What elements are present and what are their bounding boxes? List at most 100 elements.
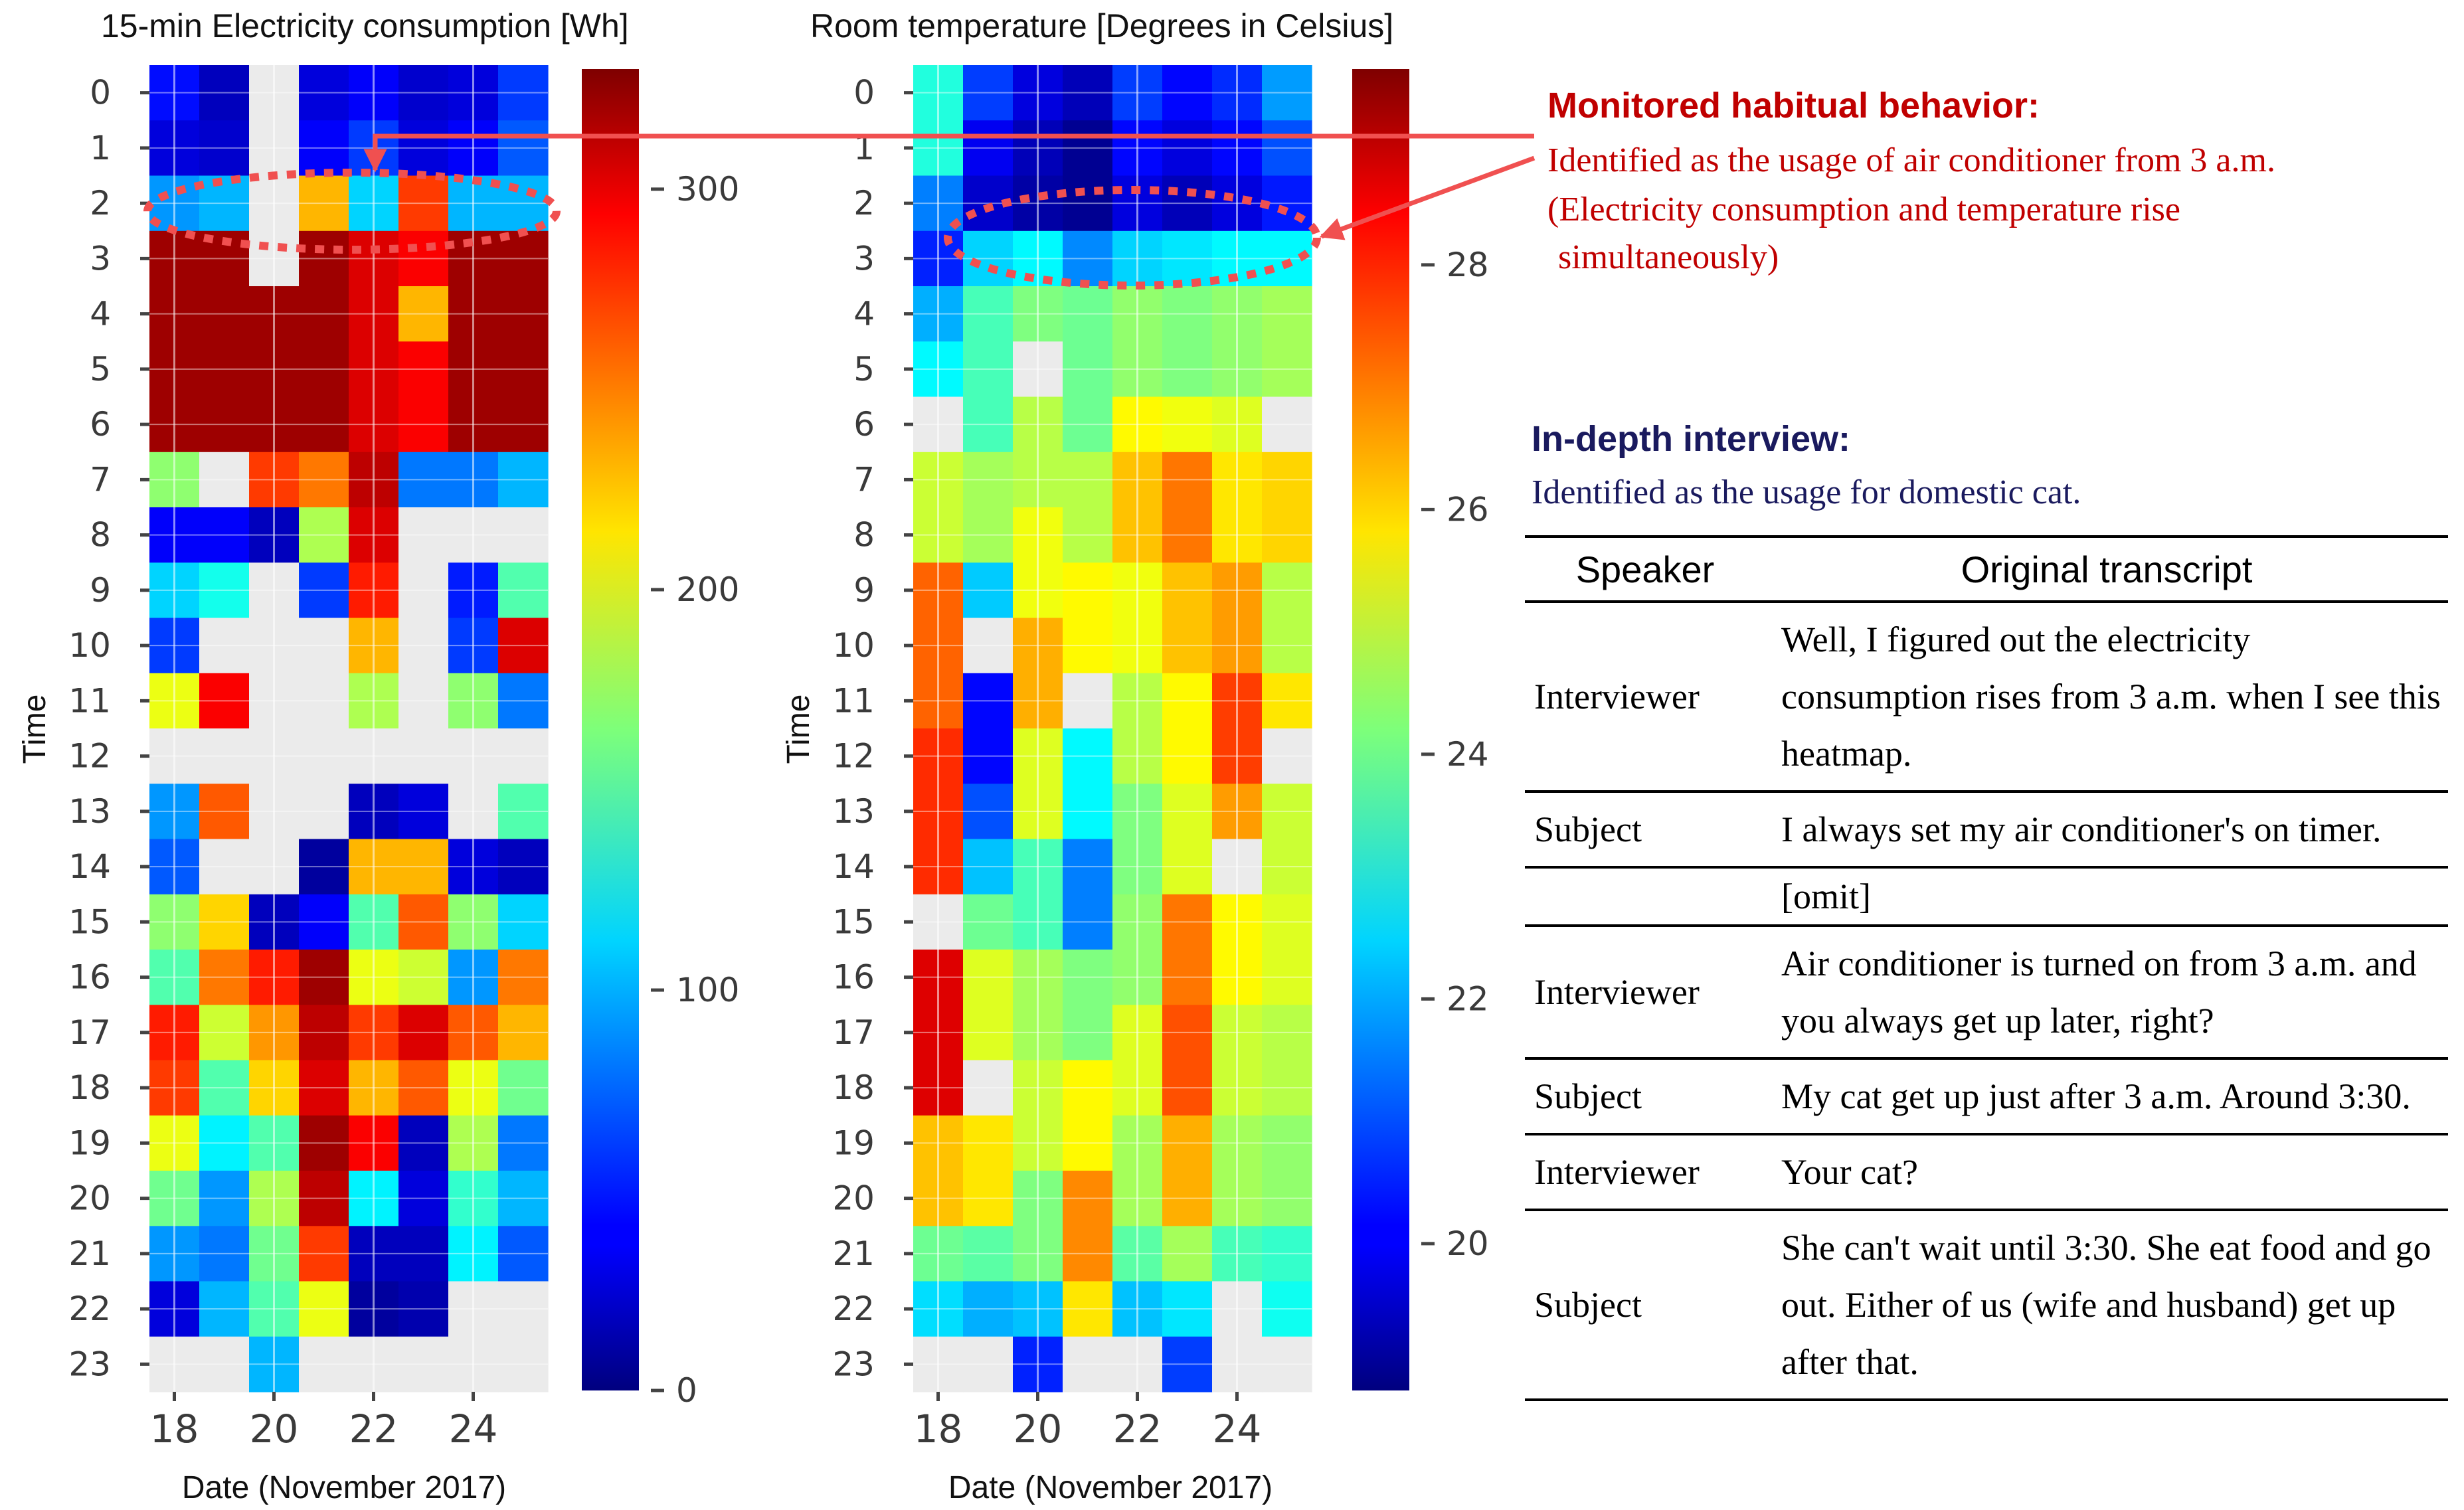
heatmap-cell: [1162, 175, 1213, 232]
y-tick-label: 5: [853, 350, 875, 388]
heatmap-cell: [963, 784, 1013, 840]
heatmap-cell: [398, 1115, 449, 1171]
y-tick-label: 18: [68, 1068, 111, 1107]
heatmap-cell: [199, 784, 250, 840]
heatmap-cell: [299, 1005, 349, 1061]
heatmap-cell: [1162, 286, 1213, 398]
y-tick-label: 7: [90, 460, 111, 499]
electricity-x-axis: 18 20 22 24: [150, 1392, 497, 1452]
heatmap-cell: [963, 1281, 1013, 1337]
heatmap-cell: [299, 507, 349, 563]
heatmap-cell: [398, 1171, 449, 1226]
colorbar-tick-label: 20: [1447, 1224, 1489, 1263]
heatmap-cell: [1162, 230, 1213, 287]
heatmap-cell: [199, 1336, 250, 1392]
heatmap-cell: [498, 1226, 549, 1282]
heatmap-cell: [398, 950, 449, 1005]
heatmap-cell: [963, 618, 1013, 674]
y-tick-label: 9: [90, 571, 111, 610]
y-tick-label: 2: [90, 184, 111, 222]
heatmap-cell: [398, 1060, 449, 1116]
heatmap-cell: [1262, 1281, 1312, 1337]
y-tick-label: 20: [68, 1179, 111, 1218]
heatmap-cell: [398, 562, 449, 619]
heatmap-cell: [1262, 1115, 1312, 1226]
heatmap-cell: [299, 950, 349, 1005]
heatmap-cell: [963, 1060, 1013, 1116]
heatmap-cell: [963, 286, 1013, 453]
y-tick-label: 19: [68, 1124, 111, 1162]
y-tick-label: 13: [832, 792, 875, 831]
heatmap-cell: [1262, 562, 1312, 674]
heatmap-cell: [498, 673, 549, 729]
y-tick-label: 11: [68, 681, 111, 720]
heatmap-cell: [1162, 65, 1213, 121]
heatmap-cell: [299, 1281, 349, 1337]
y-tick-label: 23: [68, 1345, 111, 1383]
heatmap-cell: [199, 562, 250, 619]
temperature-x-axis-label: Date (November 2017): [948, 1470, 1273, 1505]
arrow-to-temperature: [1319, 155, 1536, 240]
heatmap-cell: [1262, 1226, 1312, 1282]
heatmap-cell: [1262, 894, 1312, 1005]
heatmap-cell: [1063, 1060, 1113, 1171]
heatmap-cell: [963, 1336, 1013, 1392]
heatmap-cell: [299, 1115, 349, 1171]
heatmap-cell: [199, 839, 250, 895]
heatmap-cell: [1063, 1336, 1113, 1392]
heatmap-cell: [199, 1005, 250, 1061]
electricity-y-axis-label: Time: [17, 695, 52, 764]
heatmap-cell: [398, 1005, 449, 1061]
heatmap-cell: [498, 507, 549, 563]
x-tick-label: 20: [1013, 1406, 1063, 1452]
heatmap-cell: [299, 230, 349, 453]
y-tick-label: 2: [853, 184, 875, 222]
heatmap-cell: [963, 1115, 1013, 1226]
colorbar-tick-label: 22: [1447, 979, 1489, 1018]
table-row: Subject She can't wait until 3:30. She e…: [1525, 1210, 2448, 1401]
heatmap-cell: [398, 1226, 449, 1282]
heatmap-cell: [299, 1226, 349, 1282]
heatmap-cell: [1262, 65, 1312, 121]
heatmap-cell: [299, 673, 349, 729]
table-row: Interviewer Air conditioner is turned on…: [1525, 926, 2448, 1060]
y-tick-label: 16: [68, 958, 111, 997]
y-tick-label: 11: [832, 681, 875, 720]
heatmap-cell: [199, 507, 250, 563]
electricity-cells: [149, 65, 549, 1392]
x-tick-label: 22: [1113, 1406, 1162, 1452]
colorbar-tick-label: 26: [1447, 490, 1489, 529]
electricity-heatmap: 15-min Electricity consumption [Wh] 0123…: [17, 7, 739, 1505]
heatmap-cell: [199, 452, 250, 508]
y-tick-label: 6: [853, 405, 875, 444]
transcript-cell: Air conditioner is turned on from 3 a.m.…: [1765, 926, 2448, 1060]
y-tick-label: 22: [68, 1290, 111, 1328]
heatmap-cell: [398, 120, 449, 177]
heatmap-cell: [199, 230, 250, 453]
heatmap-cell: [299, 618, 349, 674]
table-row: Interviewer Your cat?: [1525, 1134, 2448, 1211]
heatmap-cell: [398, 341, 449, 453]
heatmap-cell: [1063, 950, 1113, 1061]
x-tick-label: 18: [914, 1406, 963, 1452]
heatmap-cell: [1162, 452, 1213, 563]
temperature-x-axis: 18 20 22 24: [914, 1392, 1261, 1452]
heatmap-cell: [299, 175, 349, 232]
annotation-arrows: [363, 133, 1536, 240]
colorbar-tick-label: 0: [676, 1371, 697, 1410]
heatmap-cell: [398, 894, 449, 950]
heatmap-cell: [299, 120, 349, 177]
heatmap-cell: [299, 784, 349, 840]
temperature-highlight-ellipse: [944, 186, 1321, 290]
heatmap-cell: [398, 286, 449, 342]
heatmap-cell: [1162, 1226, 1213, 1282]
heatmap-cell: [199, 673, 250, 729]
heatmap-cell: [498, 230, 549, 453]
interview-subtitle: Identified as the usage for domestic cat…: [1532, 473, 2081, 511]
arrow-to-electricity: [363, 133, 1534, 173]
heatmap-cell: [498, 1281, 549, 1337]
heatmap-cell: [1162, 1336, 1213, 1392]
y-tick-label: 17: [68, 1013, 111, 1052]
heatmap-cell: [963, 452, 1013, 563]
